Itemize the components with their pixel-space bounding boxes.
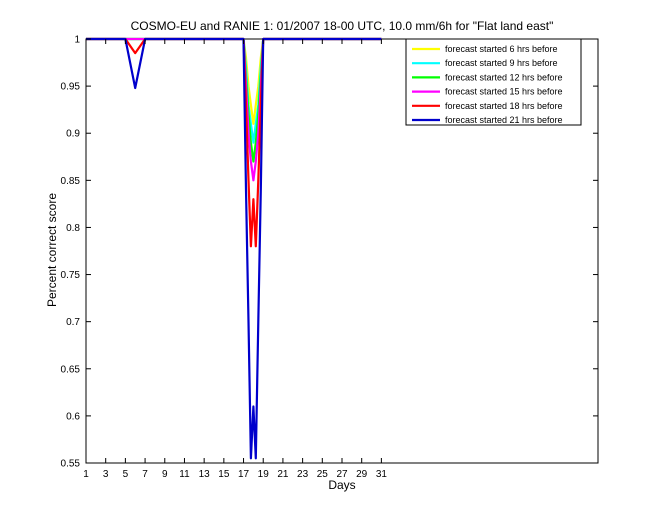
y-tick-label: 0.6 <box>66 411 80 422</box>
y-tick-label: 0.8 <box>66 223 80 234</box>
y-tick-label: 0.85 <box>61 176 81 187</box>
y-axis-ticks: 0.55 0.6 0.65 0.7 0.75 0.8 0.85 0.9 0.95 1 <box>61 35 598 470</box>
legend: forecast started 6 hrs before forecast st… <box>405 38 582 126</box>
y-tick-label: 0.55 <box>61 459 81 470</box>
x-tick-label: 17 <box>238 469 250 480</box>
x-tick-label: 5 <box>123 469 129 480</box>
legend-label: forecast started 12 hrs before <box>445 72 563 82</box>
x-axis-ticks: 1 3 5 7 9 11 13 15 17 19 21 23 25 27 29 31 <box>83 39 387 480</box>
x-tick-label: 23 <box>297 469 309 480</box>
legend-label: forecast started 9 hrs before <box>445 58 558 68</box>
legend-label: forecast started 18 hrs before <box>445 101 563 111</box>
x-tick-label: 3 <box>103 469 109 480</box>
x-tick-label: 11 <box>179 469 190 480</box>
x-axis-label: Days <box>328 478 355 492</box>
x-tick-label: 25 <box>317 469 329 480</box>
x-tick-label: 15 <box>218 469 230 480</box>
x-tick-label: 1 <box>83 469 89 480</box>
plot-area: 1 3 5 7 9 11 13 15 17 19 21 23 25 27 29 31 0.550.60.650… <box>61 35 599 480</box>
y-tick-label: 1 <box>74 35 80 46</box>
x-tick-label: 31 <box>376 469 388 480</box>
legend-label: forecast started 15 hrs before <box>445 87 563 97</box>
legend-box <box>405 38 582 126</box>
legend-label: forecast started 21 hrs before <box>445 115 563 125</box>
x-tick-label: 19 <box>258 469 270 480</box>
x-tick-label: 21 <box>277 469 289 480</box>
x-tick-label: 27 <box>336 469 348 480</box>
chart-title: COSMO-EU and RANIE 1: 01/2007 18-00 UTC,… <box>131 19 554 33</box>
y-tick-label: 0.65 <box>61 364 81 375</box>
y-tick-label: 0.75 <box>61 270 81 281</box>
x-tick-label: 29 <box>356 469 368 480</box>
y-tick-label: 0.9 <box>66 129 80 140</box>
x-tick-label: 9 <box>162 469 168 480</box>
x-tick-label: 7 <box>142 469 148 480</box>
x-tick-label: 13 <box>199 469 211 480</box>
y-tick-label: 0.95 <box>61 82 81 93</box>
y-tick-label: 0.7 <box>66 317 80 328</box>
legend-label: forecast started 6 hrs before <box>445 44 558 54</box>
y-axis-label: Percent correct score <box>45 193 59 307</box>
